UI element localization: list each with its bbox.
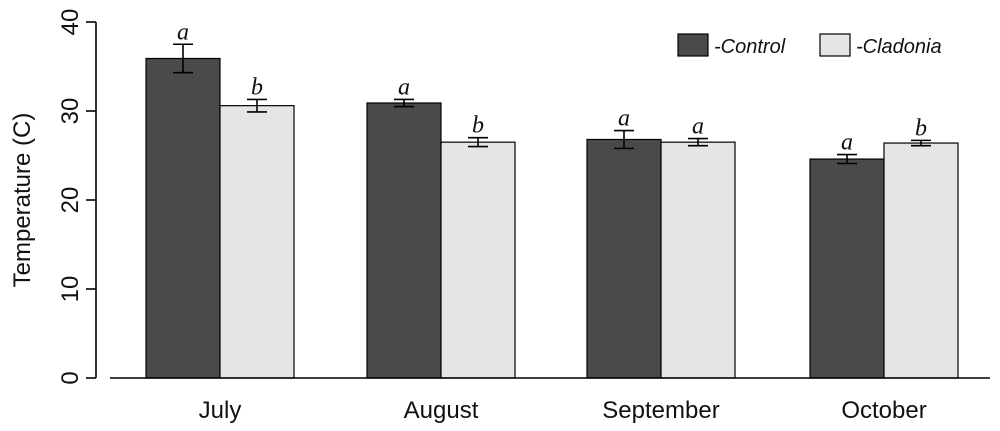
- bar-cladonia-october: [883, 142, 959, 379]
- significance-label: b: [472, 113, 484, 139]
- legend-swatch: [819, 33, 851, 57]
- x-tick-label: September: [602, 397, 719, 424]
- significance-label: a: [692, 114, 704, 140]
- significance-label: a: [177, 19, 189, 45]
- y-tick-label: 10: [57, 276, 84, 303]
- legend-item: -Control: [677, 33, 786, 58]
- legend-label: -Cladonia: [856, 36, 942, 58]
- legend: -Control -Cladonia: [677, 33, 942, 58]
- x-tick-label: October: [841, 397, 926, 424]
- y-tick-label: 30: [57, 98, 84, 125]
- significance-label: b: [915, 115, 927, 141]
- bar-control-july: [145, 57, 221, 379]
- legend-label: -Control: [714, 36, 786, 58]
- bar-control-august: [366, 102, 442, 379]
- y-tick-label: 40: [57, 9, 84, 36]
- legend-item: -Cladonia: [819, 33, 942, 58]
- x-tick-label: July: [199, 397, 242, 424]
- bar-group-july: ab: [145, 19, 295, 379]
- bar-control-september: [586, 138, 662, 379]
- significance-label: a: [618, 106, 630, 132]
- y-tick-label: 0: [57, 371, 84, 384]
- bar-group-august: ab: [366, 74, 516, 379]
- legend-swatch: [677, 33, 709, 57]
- bar-cladonia-july: [219, 105, 295, 379]
- bars: ab ab a aab: [145, 19, 959, 379]
- bar-group-october: ab: [809, 115, 959, 379]
- y-tick-label: 20: [57, 187, 84, 214]
- y-axis: 0 10 20 30 40: [57, 9, 97, 385]
- bar-control-october: [809, 158, 885, 379]
- significance-label: a: [841, 130, 853, 156]
- significance-label: b: [251, 74, 263, 100]
- x-tick-label: August: [404, 397, 479, 424]
- bar-cladonia-september: [660, 141, 736, 379]
- x-axis: July August September October: [110, 377, 990, 424]
- bar-cladonia-august: [440, 141, 516, 379]
- significance-label: a: [398, 74, 410, 100]
- y-axis-title: Temperature (C): [9, 113, 36, 288]
